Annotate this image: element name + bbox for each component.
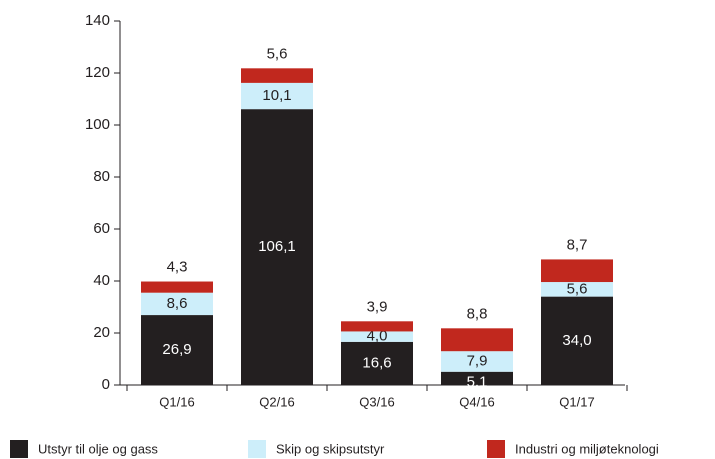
bar-segment	[341, 331, 413, 342]
y-tick-label: 40	[93, 272, 110, 289]
bar-segment	[541, 259, 613, 283]
value-label: 26,9	[162, 341, 191, 358]
bar-segment	[141, 315, 213, 385]
x-tick-label: Q4/16	[459, 394, 494, 409]
bar-segment	[441, 351, 513, 372]
x-tick-label: Q1/16	[159, 394, 194, 409]
value-label: 5,6	[267, 45, 288, 62]
x-tick-label: Q1/17	[559, 394, 594, 409]
value-label: 4,3	[167, 258, 188, 275]
y-tick-label: 60	[93, 220, 110, 237]
bar-segment	[241, 109, 313, 385]
bar-segment	[441, 371, 513, 385]
legend-label: Utstyr til olje og gass	[38, 441, 158, 456]
bar-segment	[541, 296, 613, 385]
value-label: 4,0	[367, 328, 388, 345]
legend-label: Industri og miljøteknologi	[515, 441, 659, 456]
legend-swatch	[248, 440, 266, 458]
bar-segment	[241, 68, 313, 83]
y-tick-label: 140	[85, 12, 110, 29]
y-tick-label: 100	[85, 116, 110, 133]
legend-swatch	[487, 440, 505, 458]
bar-segment	[141, 281, 213, 293]
bar-segment	[441, 328, 513, 352]
legend-swatch	[10, 440, 28, 458]
value-label: 10,1	[262, 87, 291, 104]
bar-segment	[141, 292, 213, 316]
bar-segment	[341, 321, 413, 332]
value-label: 8,7	[567, 236, 588, 253]
bar-segment	[541, 282, 613, 297]
y-tick-label: 0	[102, 376, 110, 393]
legend-label: Skip og skipsutstyr	[276, 441, 385, 456]
y-tick-label: 120	[85, 64, 110, 81]
y-tick-label: 80	[93, 168, 110, 185]
bar-segment	[341, 341, 413, 385]
value-label: 8,6	[167, 295, 188, 312]
value-label: 5,1	[467, 373, 488, 390]
value-label: 8,8	[467, 305, 488, 322]
x-tick-label: Q2/16	[259, 394, 294, 409]
bar-segment	[241, 82, 313, 110]
value-label: 5,6	[567, 280, 588, 297]
value-label: 106,1	[258, 238, 296, 255]
value-label: 7,9	[467, 352, 488, 369]
x-tick-label: Q3/16	[359, 394, 394, 409]
value-label: 34,0	[562, 332, 591, 349]
value-label: 3,9	[367, 298, 388, 315]
y-tick-label: 20	[93, 324, 110, 341]
value-label: 16,6	[362, 354, 391, 371]
